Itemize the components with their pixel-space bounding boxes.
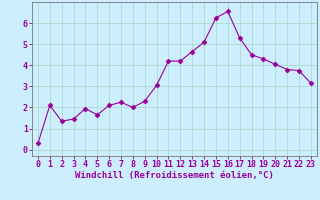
X-axis label: Windchill (Refroidissement éolien,°C): Windchill (Refroidissement éolien,°C) bbox=[75, 171, 274, 180]
